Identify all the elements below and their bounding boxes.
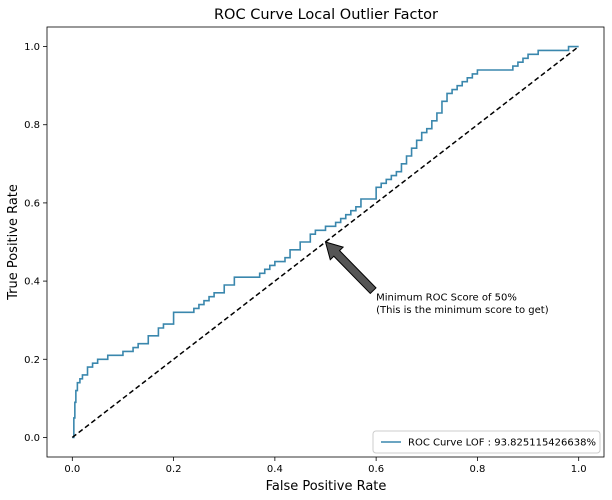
- annotation-text: Minimum ROC Score of 50%: [376, 293, 517, 304]
- y-tick-label: 1.0: [24, 42, 40, 53]
- plot-frame: [46, 26, 605, 458]
- plot-area: 0.0 0.2 0.4 0.6 0.8 1.0 0.0 0.2 0.4 0.6 0.8 1.0 Mini…: [24, 26, 605, 475]
- x-tick-label: 0.4: [267, 464, 283, 475]
- x-tick-label: 0.6: [368, 464, 384, 475]
- x-tick-label: 0.8: [469, 464, 485, 475]
- y-tick-label: 0.2: [24, 355, 40, 366]
- legend-label: ROC Curve LOF : 93.825115426638%: [408, 438, 596, 449]
- y-tick-label: 0.8: [24, 120, 40, 131]
- x-tick-label: 0.0: [64, 464, 80, 475]
- chart-title: ROC Curve Local Outlier Factor: [214, 7, 438, 23]
- x-axis-label: False Positive Rate: [266, 479, 387, 494]
- y-tick-label: 0.4: [24, 277, 40, 288]
- roc-curve-line: [72, 45, 579, 439]
- annotation-arrow: [324, 241, 377, 295]
- legend-box: [372, 430, 601, 454]
- y-axis-label: True Positive Rate: [6, 184, 21, 301]
- annotation-text: (This is the minimum score to get): [376, 305, 549, 316]
- x-tick-label: 1.0: [571, 464, 587, 475]
- random-baseline-line: [71, 45, 580, 439]
- y-tick-label: 0.0: [24, 433, 40, 444]
- y-tick-label: 0.6: [24, 198, 40, 209]
- x-tick-label: 0.2: [166, 464, 182, 475]
